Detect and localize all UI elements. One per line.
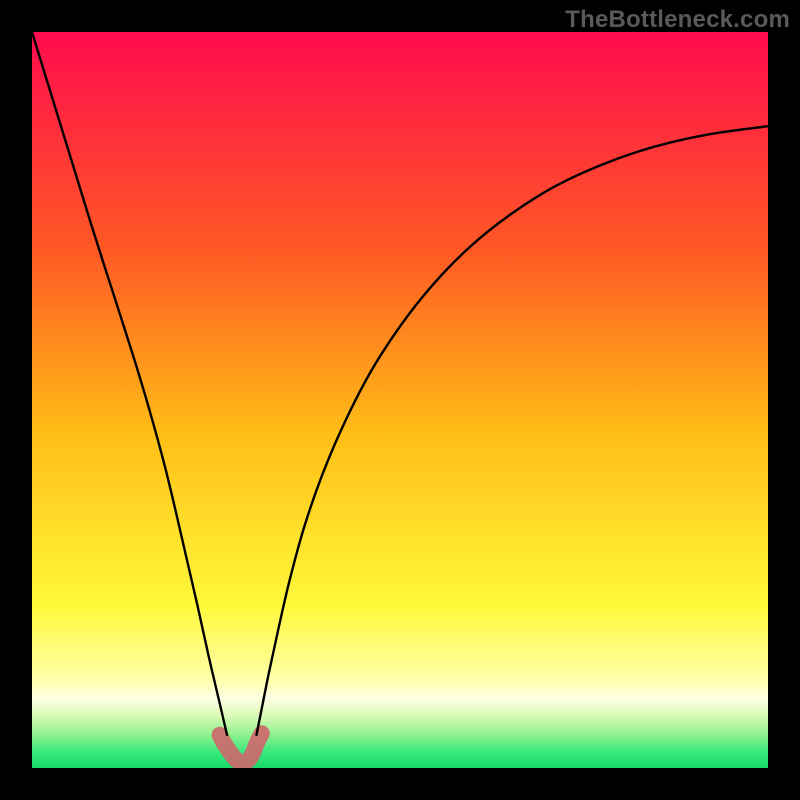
chart-svg: [32, 32, 768, 768]
gradient-background: [32, 32, 768, 768]
watermark-text: TheBottleneck.com: [565, 6, 790, 34]
chart-frame: TheBottleneck.com: [0, 0, 800, 800]
plot-area: [32, 32, 768, 768]
